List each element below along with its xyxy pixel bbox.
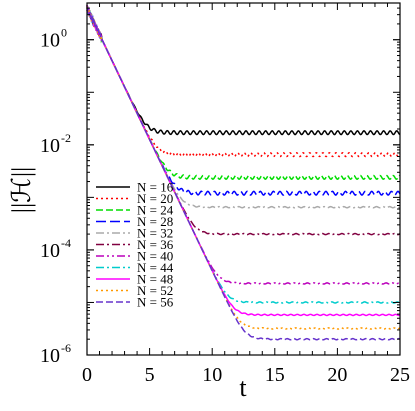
legend-label: N = 36 (137, 237, 174, 252)
series-line (86, 6, 401, 330)
x-axis-title: t (239, 373, 247, 402)
x-ticks: 0 5 10 15 20 25 (82, 3, 410, 386)
legend-label: N = 16 (137, 180, 174, 195)
legend-label: N = 28 (137, 214, 173, 229)
y-tick-label: 10 (40, 240, 60, 262)
legend-label: N = 32 (137, 226, 173, 241)
legend: N = 16N = 20N = 24N = 28N = 32N = 36N = … (96, 180, 174, 310)
series-line (86, 7, 401, 236)
y-tick-label: 10 (40, 30, 60, 52)
y-tick-label: 10 (40, 135, 60, 157)
legend-label: N = 20 (137, 191, 173, 206)
x-tick-label: 5 (145, 364, 155, 386)
series-line (86, 4, 401, 317)
y-tick-exponent: 0 (61, 26, 67, 40)
y-tick-exponent: -6 (61, 341, 71, 355)
legend-label: N = 24 (137, 203, 174, 218)
x-tick-label: 20 (327, 364, 347, 386)
series-lines (86, 4, 401, 341)
y-tick-label: 10 (40, 345, 60, 367)
x-tick-label: 0 (82, 364, 92, 386)
legend-label: N = 56 (137, 295, 174, 310)
y-axis-title: ||ℋ|| (7, 167, 36, 214)
series-line (86, 7, 401, 341)
legend-label: N = 44 (137, 260, 174, 275)
series-line (86, 5, 401, 181)
legend-label: N = 40 (137, 249, 173, 264)
x-tick-label: 10 (202, 364, 222, 386)
plot-frame (86, 2, 401, 356)
x-tick-label: 15 (265, 364, 285, 386)
series-line (86, 6, 401, 285)
series-line (86, 5, 401, 304)
y-tick-exponent: -2 (61, 131, 71, 145)
legend-label: N = 48 (137, 272, 173, 287)
legend-label: N = 52 (137, 283, 173, 298)
series-line (86, 6, 401, 136)
x-tick-label: 25 (390, 364, 410, 386)
y-tick-exponent: -4 (61, 236, 71, 250)
series-line (86, 7, 401, 196)
